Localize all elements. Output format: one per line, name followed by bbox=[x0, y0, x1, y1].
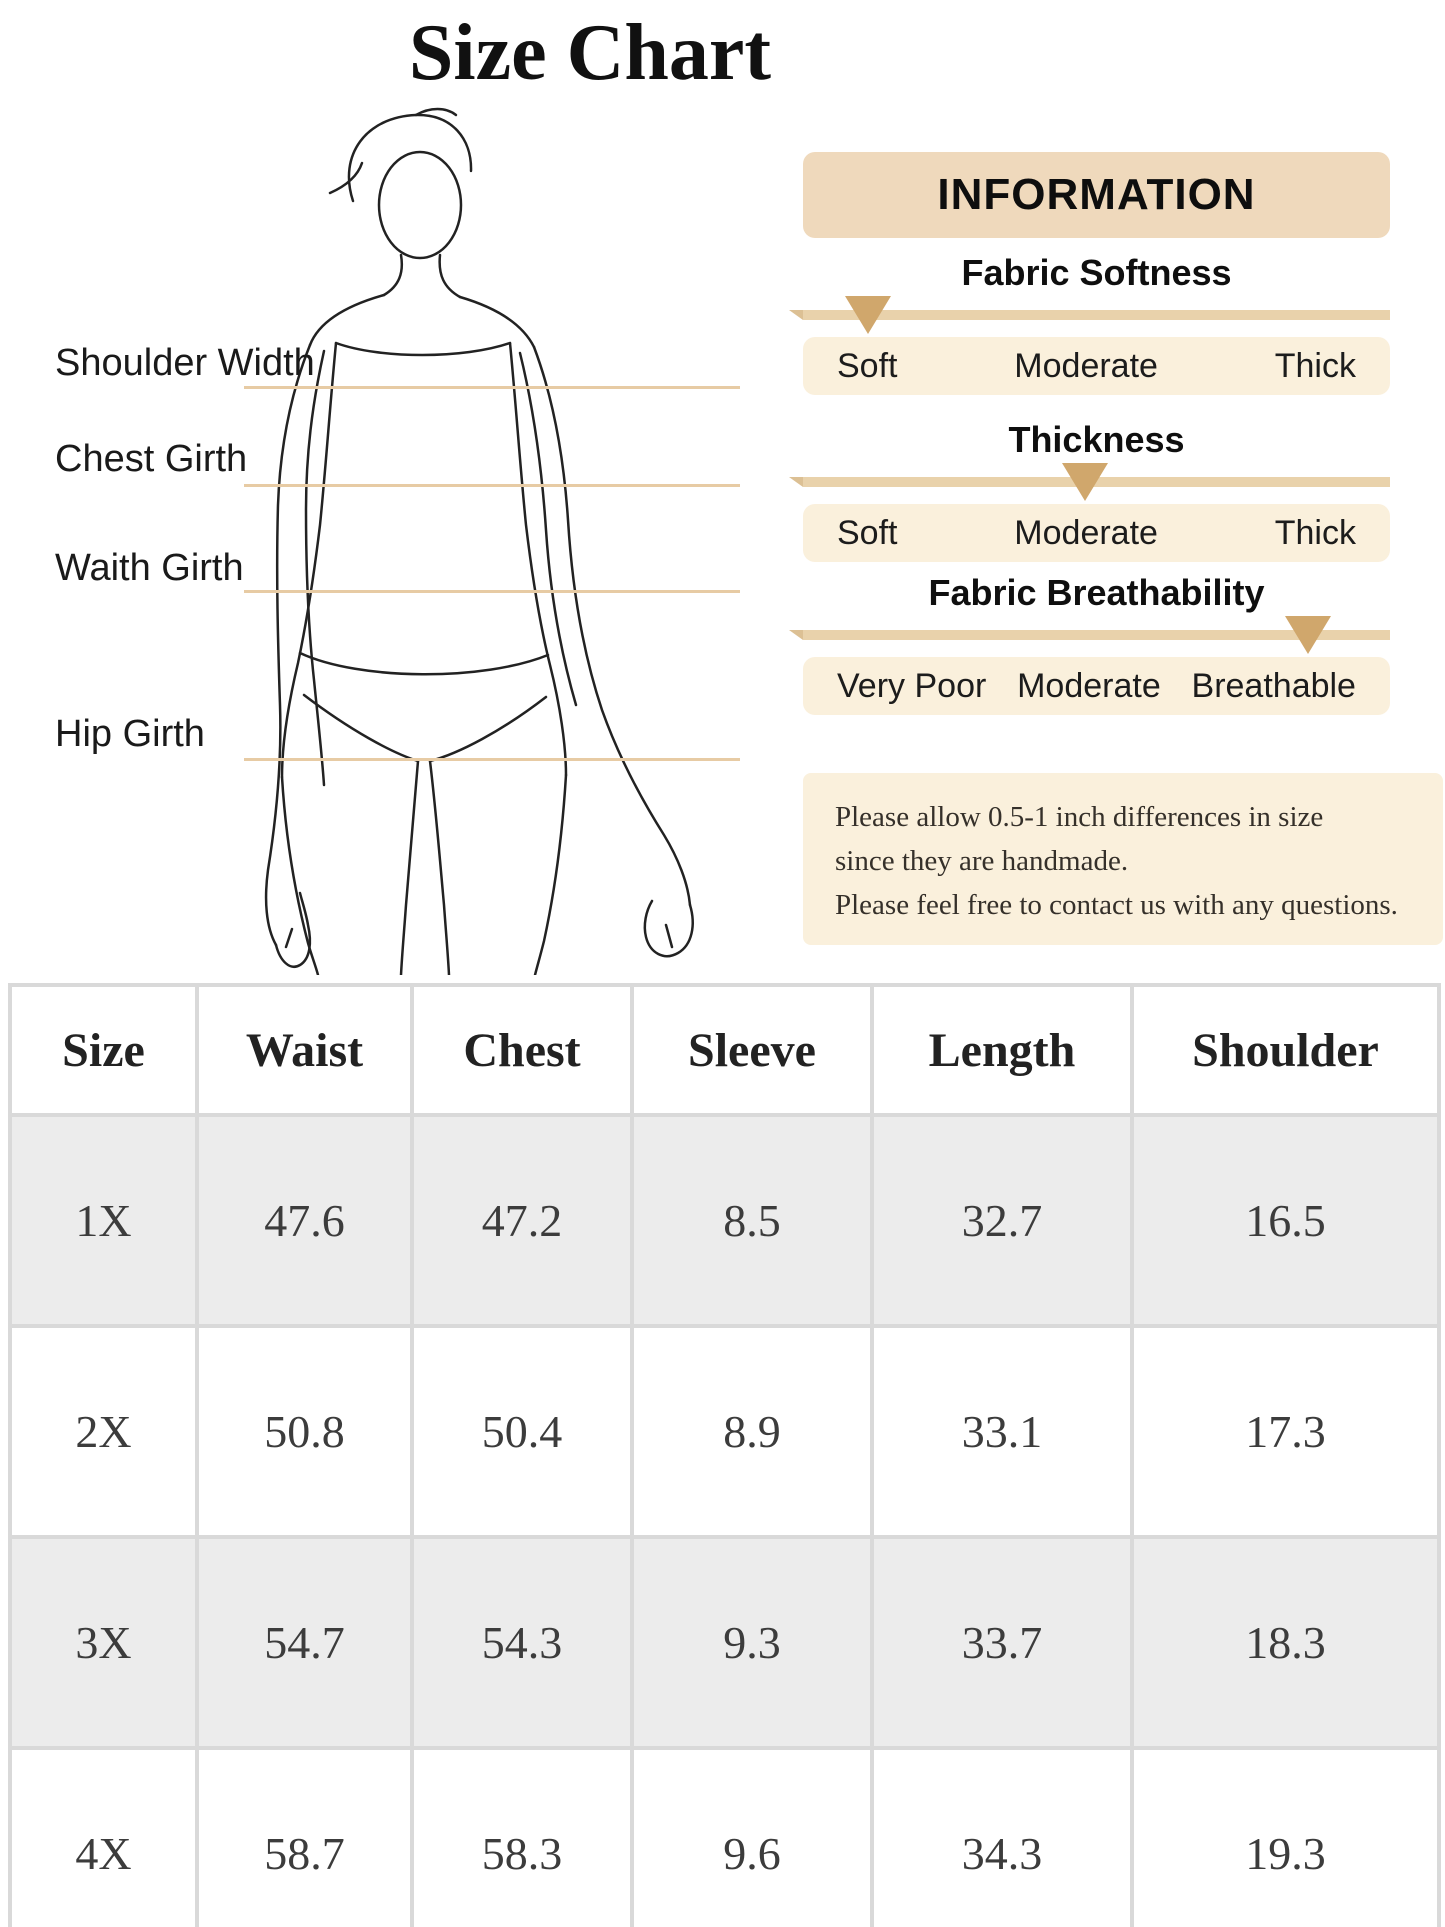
fabric-breathability-levels: Very Poor Moderate Breathable bbox=[803, 657, 1390, 715]
thickness-section: Thickness Soft Moderate Thick bbox=[789, 419, 1390, 562]
table-cell: 50.8 bbox=[195, 1324, 414, 1539]
table-cell: 17.3 bbox=[1130, 1324, 1441, 1539]
measurement-label-hip-girth: Hip Girth bbox=[55, 713, 205, 755]
column-header: Chest bbox=[410, 983, 634, 1117]
table-row: 2X 50.8 50.4 8.9 33.1 17.3 bbox=[8, 1324, 1441, 1539]
level-label: Thick bbox=[1274, 513, 1356, 552]
table-cell: 16.5 bbox=[1130, 1113, 1441, 1328]
fabric-breathability-track bbox=[789, 616, 1390, 654]
measurement-label-chest-girth: Chest Girth bbox=[55, 438, 248, 480]
fabric-breathability-title: Fabric Breathability bbox=[928, 572, 1265, 613]
table-row: 4X 58.7 58.3 9.6 34.3 19.3 bbox=[8, 1746, 1441, 1927]
slider-pointer-icon bbox=[1061, 463, 1108, 501]
table-cell: 50.4 bbox=[410, 1324, 634, 1539]
level-label: Breathable bbox=[1191, 666, 1356, 705]
slider-pointer-icon bbox=[844, 296, 891, 334]
fabric-softness-levels: Soft Moderate Thick bbox=[803, 337, 1390, 395]
table-cell: 19.3 bbox=[1130, 1746, 1441, 1927]
slider-pointer-icon bbox=[1284, 616, 1331, 654]
size-table-head: Size Waist Chest Sleeve Length Shoulder bbox=[8, 983, 1441, 1117]
column-header: Shoulder bbox=[1130, 983, 1441, 1117]
column-header: Length bbox=[870, 983, 1134, 1117]
level-label: Soft bbox=[837, 513, 898, 552]
thickness-track bbox=[789, 463, 1390, 501]
table-cell: 18.3 bbox=[1130, 1535, 1441, 1750]
measurement-label-shoulder-width: Shoulder Width bbox=[55, 342, 315, 384]
table-cell: 4X bbox=[8, 1746, 199, 1927]
waith-girth-line bbox=[244, 590, 740, 593]
table-cell: 58.3 bbox=[410, 1746, 634, 1927]
note-line: Please allow 0.5-1 inch differences in s… bbox=[835, 801, 1324, 833]
table-cell: 34.3 bbox=[870, 1746, 1134, 1927]
fabric-breathability-section: Fabric Breathability Very Poor Moderate … bbox=[789, 572, 1390, 715]
level-label: Thick bbox=[1274, 346, 1356, 385]
information-header: INFORMATION bbox=[803, 152, 1390, 238]
column-header: Waist bbox=[195, 983, 414, 1117]
fabric-softness-section: Fabric Softness Soft Moderate Thick bbox=[789, 252, 1390, 395]
column-header: Size bbox=[8, 983, 199, 1117]
size-table-body: 1X 47.6 47.2 8.5 32.7 16.5 2X 50.8 50.4 8.9 33.1 17… bbox=[8, 1113, 1441, 1927]
header-row: Size Waist Chest Sleeve Length Shoulder bbox=[8, 983, 1441, 1117]
table-cell: 54.3 bbox=[410, 1535, 634, 1750]
table-cell: 8.5 bbox=[630, 1113, 874, 1328]
level-label: Very Poor bbox=[837, 666, 987, 705]
handmade-note: Please allow 0.5-1 inch differences in s… bbox=[803, 773, 1443, 945]
table-cell: 3X bbox=[8, 1535, 199, 1750]
column-header: Sleeve bbox=[630, 983, 874, 1117]
table-cell: 1X bbox=[8, 1113, 199, 1328]
table-cell: 9.3 bbox=[630, 1535, 874, 1750]
measurement-label-waith-girth: Waith Girth bbox=[55, 547, 244, 589]
page-title: Size Chart bbox=[408, 9, 772, 97]
table-cell: 33.1 bbox=[870, 1324, 1134, 1539]
table-cell: 8.9 bbox=[630, 1324, 874, 1539]
body-figure-illustration bbox=[264, 107, 694, 975]
table-cell: 47.6 bbox=[195, 1113, 414, 1328]
thickness-levels: Soft Moderate Thick bbox=[803, 504, 1390, 562]
size-table: Size Waist Chest Sleeve Length Shoulder 1X 47.… bbox=[8, 983, 1441, 1927]
note-line: Please feel free to contact us with any … bbox=[835, 889, 1398, 921]
table-cell: 58.7 bbox=[195, 1746, 414, 1927]
table-cell: 2X bbox=[8, 1324, 199, 1539]
shoulder-width-line bbox=[244, 386, 740, 389]
fabric-softness-track bbox=[789, 296, 1390, 334]
table-row: 3X 54.7 54.3 9.3 33.7 18.3 bbox=[8, 1535, 1441, 1750]
thickness-title: Thickness bbox=[1008, 419, 1185, 460]
level-label: Moderate bbox=[1014, 346, 1158, 385]
table-cell: 9.6 bbox=[630, 1746, 874, 1927]
table-cell: 33.7 bbox=[870, 1535, 1134, 1750]
table-row: 1X 47.6 47.2 8.5 32.7 16.5 bbox=[8, 1113, 1441, 1328]
level-label: Soft bbox=[837, 346, 898, 385]
hip-girth-line bbox=[244, 758, 740, 761]
fabric-softness-title: Fabric Softness bbox=[961, 252, 1232, 293]
chest-girth-line bbox=[244, 484, 740, 487]
table-cell: 47.2 bbox=[410, 1113, 634, 1328]
note-line: since they are handmade. bbox=[835, 845, 1129, 877]
table-cell: 54.7 bbox=[195, 1535, 414, 1750]
level-label: Moderate bbox=[1014, 513, 1158, 552]
table-cell: 32.7 bbox=[870, 1113, 1134, 1328]
level-label: Moderate bbox=[1017, 666, 1161, 705]
